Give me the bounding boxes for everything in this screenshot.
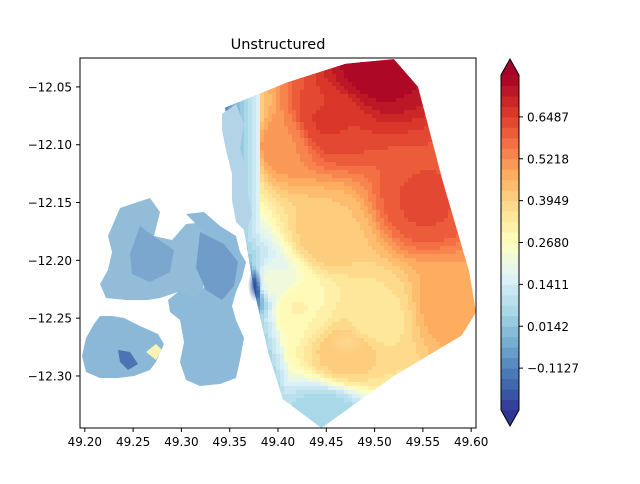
colorbar-band [501, 284, 519, 295]
colorbar-tick-label: 0.5218 [527, 152, 569, 166]
y-tick-label: −12.30 [28, 369, 72, 383]
x-axis: 49.20 49.25 49.30 49.35 49.40 49.45 49.50 49.55… [68, 428, 489, 449]
colorbar-tick-label: −0.1127 [527, 362, 579, 376]
x-tick-label: 49.25 [116, 435, 150, 449]
x-tick-label: 49.30 [164, 435, 198, 449]
colorbar-band [501, 295, 519, 306]
y-tick-label: −12.15 [28, 196, 72, 210]
colorbar-tick-label: 0.1411 [527, 278, 569, 292]
colorbar-band [501, 274, 519, 285]
colorbar-band [501, 358, 519, 369]
colorbar-band [501, 169, 519, 180]
colorbar-band [501, 347, 519, 358]
chart-title: Unstructured [231, 37, 326, 53]
colorbar-band [501, 368, 519, 379]
colorbar-band [501, 337, 519, 348]
x-tick-label: 49.45 [309, 435, 343, 449]
colorbar-band [501, 148, 519, 159]
colorbar-band [501, 389, 519, 400]
low-value-spot [248, 268, 262, 302]
x-tick-label: 49.50 [357, 435, 391, 449]
colorbar: −0.1127 0.0142 0.1411 0.2680 0.3949 0.5218 0.6… [501, 59, 579, 426]
colorbar-tick-label: 0.3949 [527, 194, 569, 208]
colorbar-band [501, 326, 519, 337]
colorbar-band [501, 316, 519, 327]
colorbar-band [501, 305, 519, 316]
colorbar-tick-label: 0.0142 [527, 320, 569, 334]
main-domain-field [220, 58, 477, 431]
colorbar-band [501, 117, 519, 128]
local-high-spot [329, 328, 365, 356]
colorbar-band [501, 201, 519, 212]
y-tick-label: −12.10 [28, 138, 72, 152]
colorbar-band [501, 211, 519, 222]
x-tick-label: 49.20 [68, 435, 102, 449]
colorbar-band [501, 180, 519, 191]
colorbar-band [501, 106, 519, 117]
colorbar-band [501, 190, 519, 201]
colorbar-tick-label: 0.6487 [527, 110, 569, 124]
island-field [82, 104, 252, 386]
plot-area [82, 58, 477, 431]
y-tick-label: −12.05 [28, 80, 72, 94]
x-tick-label: 49.40 [261, 435, 295, 449]
colorbar-band [501, 75, 519, 86]
colorbar-tick-label: 0.2680 [527, 236, 569, 250]
colorbar-band [501, 263, 519, 274]
y-axis: −12.05 −12.10 −12.15 −12.20 −12.25 −12.30 [28, 80, 80, 383]
colorbar-band [501, 159, 519, 170]
x-tick-label: 49.35 [213, 435, 247, 449]
colorbar-extend-min [501, 410, 519, 426]
colorbar-band [501, 222, 519, 233]
x-tick-label: 49.60 [454, 435, 488, 449]
colorbar-band [501, 243, 519, 254]
colorbar-band [501, 379, 519, 390]
colorbar-band [501, 138, 519, 149]
x-tick-label: 49.55 [406, 435, 440, 449]
y-tick-label: −12.20 [28, 254, 72, 268]
island-southwest [82, 316, 164, 378]
colorbar-band [501, 127, 519, 138]
colorbar-band [501, 253, 519, 264]
colorbar-band [501, 85, 519, 96]
colorbar-band [501, 96, 519, 107]
field-raster [220, 58, 477, 431]
y-tick-label: −12.25 [28, 312, 72, 326]
colorbar-band [501, 232, 519, 243]
colorbar-band [501, 400, 519, 411]
colorbar-extend-max [501, 59, 519, 75]
